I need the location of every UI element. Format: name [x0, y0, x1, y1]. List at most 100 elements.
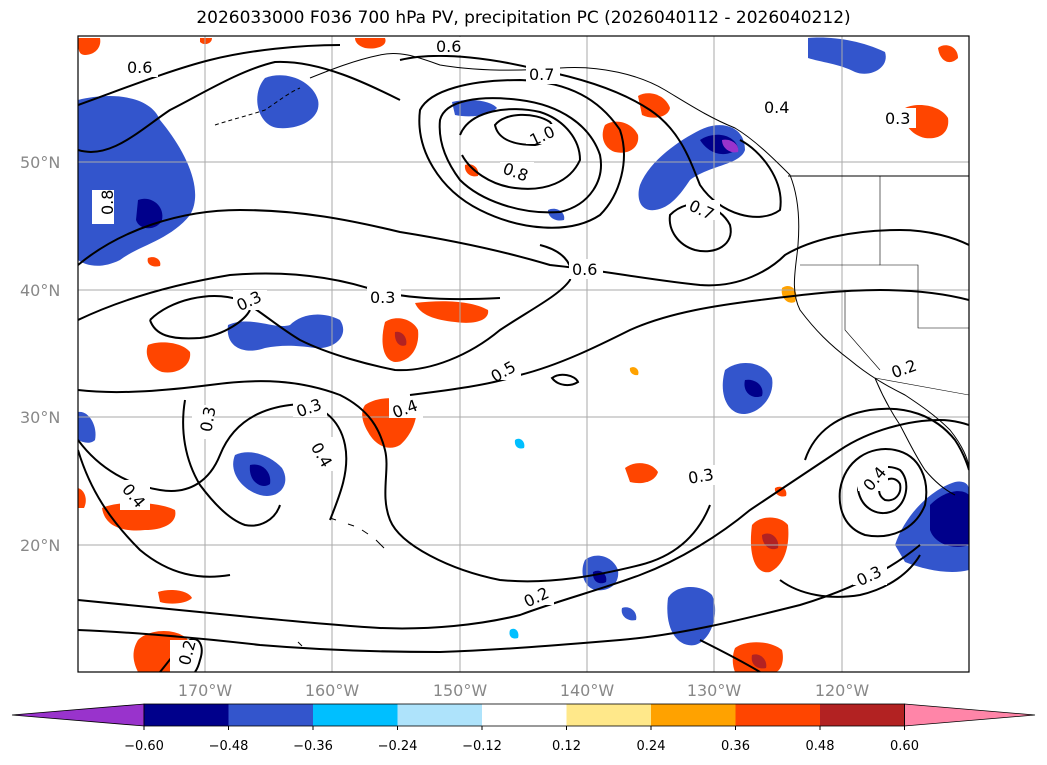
- pv-contour: [182, 399, 281, 527]
- colorbar-segment: [228, 704, 313, 726]
- colorbar-extend-max: [904, 703, 1036, 727]
- lon-label: 120°W: [815, 681, 870, 700]
- colorbar-tick-label: 0.60: [890, 739, 919, 754]
- map-frame: [77, 35, 970, 673]
- colorbar-segment: [820, 704, 905, 726]
- colorbar-segment: [144, 704, 229, 726]
- precip-negative-core: [249, 464, 271, 486]
- pv-contour: [149, 309, 251, 340]
- colorbar: −0.60 −0.48 −0.36 −0.24 −0.12 0.12 0.24 0.36 0.4…: [11, 703, 1036, 754]
- precip-positive-area: [78, 38, 101, 55]
- precip-positive-area: [602, 121, 639, 153]
- pv-contour: [399, 54, 782, 218]
- pv-contour: [418, 78, 625, 229]
- colorbar-tick-label: 0.12: [552, 739, 581, 754]
- colorbar-segment: [397, 704, 482, 726]
- colorbar-tick-label: 0.48: [806, 739, 835, 754]
- contour-label: 0.8: [98, 190, 117, 215]
- colorbar-tick-label: 0.36: [721, 739, 750, 754]
- contour-label: 0.3: [885, 109, 910, 128]
- precip-positive-light: [774, 486, 787, 497]
- pv-contour: [804, 407, 969, 471]
- precip-positive-area: [158, 590, 192, 604]
- colorbar-extend-min: [11, 703, 145, 727]
- precip-negative-area: [667, 587, 716, 646]
- pv-contour: [699, 639, 761, 672]
- longitude-labels: 170°W 160°W 150°W 140°W 130°W 120°W: [178, 681, 870, 700]
- colorbar-frame: [143, 703, 905, 727]
- precipitation-shading: [78, 37, 969, 672]
- baja-coast: [874, 377, 956, 496]
- precip-negative-core: [930, 491, 969, 547]
- pv-contour: [78, 544, 921, 654]
- pv-contour: [78, 449, 231, 578]
- pv-contour: [438, 97, 602, 214]
- lon-label: 170°W: [178, 681, 233, 700]
- map-title: 2026033000 F036 700 hPa PV, precipitatio…: [196, 8, 851, 28]
- us-mexico-border: [874, 377, 969, 396]
- precip-negative-area: [257, 75, 319, 129]
- pv-contour: [459, 108, 582, 190]
- precip-positive-light: [147, 257, 161, 267]
- contour-label: 0.6: [127, 58, 152, 77]
- colorbar-segment: [566, 704, 651, 726]
- precip-negative-area: [808, 37, 886, 74]
- hawaii-islands: [329, 517, 385, 549]
- pv-contour: [78, 44, 341, 106]
- lat-label: 20°N: [20, 536, 60, 555]
- precip-negative-light: [509, 628, 519, 639]
- colorbar-segment: [651, 704, 736, 726]
- lat-label: 50°N: [20, 153, 60, 172]
- pv-contour: [838, 448, 928, 538]
- precip-positive-core: [394, 331, 407, 346]
- precip-negative-area: [621, 607, 637, 621]
- precip-positive-area: [415, 301, 489, 323]
- aleutian-islands: [214, 87, 301, 126]
- latitude-labels: 50°N 40°N 30°N 20°N: [20, 153, 60, 555]
- contour-label: 0.7: [529, 65, 554, 84]
- contour-label: 0.3: [687, 465, 715, 488]
- colorbar-tick-label: −0.60: [124, 739, 164, 754]
- colorbar-tick-label: −0.24: [378, 739, 418, 754]
- precip-positive-light: [200, 38, 212, 45]
- contour-label: 0.3: [197, 405, 220, 433]
- precip-negative-core: [744, 379, 763, 398]
- colorbar-tick-label: 0.24: [637, 739, 666, 754]
- graticule: [78, 36, 969, 672]
- state-border: [844, 290, 881, 371]
- precip-positive-core: [751, 654, 767, 669]
- lon-label: 140°W: [560, 681, 615, 700]
- precip-negative-area: [452, 100, 497, 117]
- colorbar-tick-label: −0.36: [293, 739, 333, 754]
- pv-contour: [550, 373, 580, 387]
- pv-contours: [78, 44, 969, 672]
- contour-label: 0.4: [764, 98, 789, 117]
- lon-label: 130°W: [687, 681, 742, 700]
- precip-positive-light: [629, 367, 639, 376]
- lon-label: 150°W: [433, 681, 488, 700]
- precip-positive-light: [78, 488, 86, 508]
- precip-negative-extreme: [722, 139, 739, 153]
- precip-positive-area: [625, 463, 658, 484]
- precip-negative-light: [514, 438, 525, 449]
- contour-label: 0.3: [370, 288, 395, 307]
- pv-contour: [78, 208, 969, 287]
- alaska-coast: [309, 52, 969, 471]
- precip-positive-light: [938, 45, 958, 63]
- precip-negative-area: [227, 314, 344, 351]
- colorbar-segment: [482, 704, 567, 726]
- colorbar-segment: [735, 704, 820, 726]
- precip-positive-area: [355, 38, 386, 49]
- state-border: [879, 176, 969, 329]
- pv-contour: [78, 272, 501, 321]
- precip-negative-core: [136, 198, 163, 229]
- coastlines: [214, 52, 969, 647]
- colorbar-segment: [313, 704, 398, 726]
- lat-label: 40°N: [20, 281, 60, 300]
- colorbar-tick-label: −0.48: [209, 739, 249, 754]
- lon-label: 160°W: [305, 681, 360, 700]
- map-panel: 0.6 0.6 0.7 1.0 0.8 0.4 0.3 0.7 0.8 0.6 …: [78, 36, 969, 672]
- precip-negative-area: [78, 411, 96, 443]
- contour-label: 0.6: [436, 37, 461, 56]
